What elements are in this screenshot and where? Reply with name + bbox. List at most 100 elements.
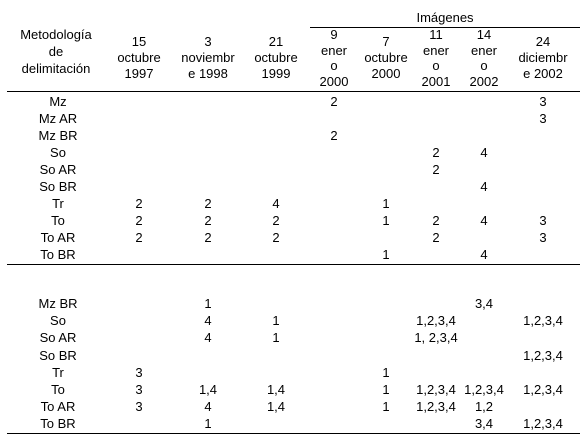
table-cell: 3 bbox=[539, 230, 547, 245]
column-header-3-line-3: 1999 bbox=[261, 66, 291, 81]
table-cell: 1,4 bbox=[266, 382, 286, 397]
method-header-line-1: Metodología bbox=[20, 27, 92, 42]
table-cell: 2 bbox=[204, 196, 212, 211]
column-header-1-line-1: 15 bbox=[131, 34, 147, 49]
table-cell: 2 bbox=[272, 213, 280, 228]
row-label: To AR bbox=[40, 230, 76, 245]
table-cell: 1,2,3,4 bbox=[523, 347, 563, 363]
column-header-1-line-2: octubre bbox=[117, 50, 161, 65]
row-label: Mz bbox=[49, 94, 67, 109]
row-label: To BR bbox=[40, 247, 76, 262]
column-header-5-line-1: 7 bbox=[382, 34, 390, 49]
column-header-8-line-1: 24 bbox=[535, 34, 551, 49]
table-cell: 4 bbox=[480, 213, 488, 228]
table-cell: 1,2,3,4 bbox=[416, 313, 456, 329]
row-label: So bbox=[50, 313, 66, 329]
table-bottom-rule bbox=[7, 433, 580, 434]
table-cell: 1 bbox=[382, 213, 390, 228]
column-header-4-line-4: 2000 bbox=[319, 73, 349, 89]
row-label: To BR bbox=[40, 416, 76, 432]
row-label: So AR bbox=[39, 162, 77, 177]
column-header-4-line-3: o bbox=[330, 58, 338, 73]
table-cell: 1,2,3,4 bbox=[523, 313, 563, 329]
column-header-7-line-4: 2002 bbox=[469, 73, 499, 89]
table-cell: 4 bbox=[204, 399, 212, 415]
table-cell: 4 bbox=[204, 330, 212, 346]
table-cell: 2 bbox=[135, 213, 143, 228]
column-header-6-line-2: ener bbox=[422, 42, 450, 58]
column-header-5-line-2: octubre bbox=[364, 50, 408, 65]
table-cell: 4 bbox=[480, 247, 488, 262]
table-cell: 2 bbox=[204, 213, 212, 228]
table-cell: 1,2,3,4 bbox=[416, 399, 456, 415]
table-cell: 2 bbox=[272, 230, 280, 245]
table-cell: 1 bbox=[382, 247, 390, 262]
column-header-7-line-1: 14 bbox=[476, 27, 492, 42]
column-header-6-line-4: 2001 bbox=[421, 73, 451, 89]
table-cell: 2 bbox=[432, 162, 440, 177]
method-header-line-2: de bbox=[48, 44, 64, 59]
table-cell: 2 bbox=[330, 94, 338, 109]
table-cell: 2 bbox=[135, 196, 143, 211]
row-label: Mz BR bbox=[38, 128, 78, 143]
images-group-header: Imágenes bbox=[416, 10, 474, 25]
table-cell: 1 bbox=[382, 196, 390, 211]
row-label: To AR bbox=[40, 399, 76, 415]
column-header-7-line-3: o bbox=[480, 58, 488, 73]
row-label: So BR bbox=[39, 347, 77, 363]
column-header-6-line-3: o bbox=[432, 58, 440, 73]
row-label: Mz BR bbox=[38, 296, 78, 311]
table-cell: 1 bbox=[382, 399, 390, 415]
column-header-5-line-3: 2000 bbox=[371, 66, 401, 81]
column-header-2-line-2: noviembr bbox=[181, 50, 235, 65]
table-cell: 3 bbox=[539, 213, 547, 228]
table-cell: 2 bbox=[432, 230, 440, 245]
table-cell: 1,4 bbox=[266, 399, 286, 415]
table-cell: 2 bbox=[204, 230, 212, 245]
table-cell: 4 bbox=[480, 145, 488, 160]
table-cell: 1 bbox=[204, 296, 212, 311]
method-column-header: Metodología de delimitación bbox=[8, 26, 104, 77]
table-cell: 1,2,3,4 bbox=[523, 416, 563, 432]
column-header-8-line-3: e 2002 bbox=[523, 66, 563, 81]
row-label: Tr bbox=[52, 196, 64, 211]
column-header-3-line-2: octubre bbox=[254, 50, 298, 65]
column-header-7-line-2: ener bbox=[470, 42, 498, 58]
table-cell: 1 bbox=[272, 330, 280, 346]
table-cell: 2 bbox=[432, 145, 440, 160]
table-cell: 1,4 bbox=[198, 382, 218, 397]
table-cell: 1,2,3,4 bbox=[464, 382, 504, 397]
header-bottom-rule bbox=[7, 91, 580, 92]
table-cell: 1 bbox=[382, 364, 390, 380]
row-label: So AR bbox=[39, 330, 77, 346]
column-header-4-line-2: ener bbox=[320, 42, 348, 58]
table-cell: 1,2,3,4 bbox=[416, 382, 456, 397]
row-label: To bbox=[51, 382, 65, 397]
method-header-line-3: delimitación bbox=[21, 61, 91, 76]
column-header-2-line-3: e 1998 bbox=[188, 66, 228, 81]
column-header-8-line-2: diciembr bbox=[518, 50, 568, 65]
table-cell: 4 bbox=[480, 179, 488, 194]
group-header-rule bbox=[310, 27, 580, 28]
table-cell: 3,4 bbox=[474, 296, 494, 311]
table-cell: 2 bbox=[432, 213, 440, 228]
table-cell: 3 bbox=[539, 94, 547, 109]
row-label: So BR bbox=[39, 179, 77, 194]
table-cell: 1, 2,3,4 bbox=[414, 330, 458, 346]
table-cell: 1,2 bbox=[474, 399, 494, 415]
table-cell: 2 bbox=[330, 128, 338, 143]
table-cell: 3 bbox=[135, 399, 143, 415]
row-label: To bbox=[51, 213, 65, 228]
table-cell: 3 bbox=[539, 111, 547, 126]
column-header-4-line-1: 9 bbox=[330, 27, 338, 42]
table-cell: 4 bbox=[272, 196, 280, 211]
table-cell: 1 bbox=[272, 313, 280, 329]
table-cell: 1 bbox=[382, 382, 390, 397]
row-label: Mz AR bbox=[38, 111, 78, 126]
table-cell: 2 bbox=[135, 230, 143, 245]
table-cell: 1,2,3,4 bbox=[523, 382, 563, 397]
column-header-6-line-1: 11 bbox=[429, 27, 443, 42]
table-cell: 1 bbox=[204, 416, 212, 432]
table-cell: 3 bbox=[135, 364, 143, 380]
